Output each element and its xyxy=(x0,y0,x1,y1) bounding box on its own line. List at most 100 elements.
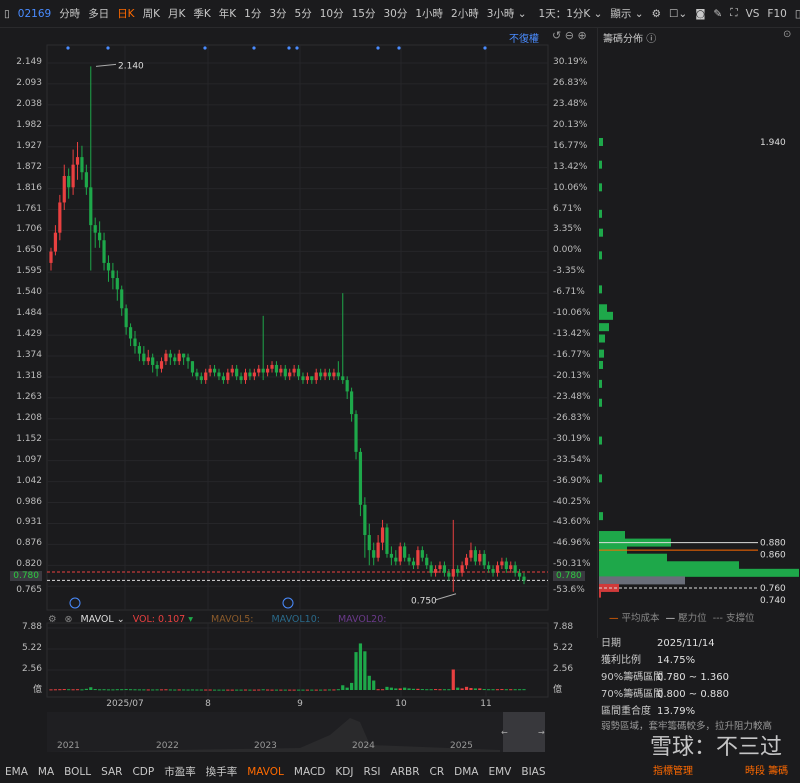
indicator-tab[interactable]: DMA xyxy=(454,765,479,778)
volume-bar xyxy=(451,669,455,690)
candle-body xyxy=(261,368,265,373)
indicator-tab[interactable]: MAVOL xyxy=(247,765,284,778)
panel-icon[interactable]: ◨ xyxy=(794,7,800,20)
period-tab[interactable]: 10分 xyxy=(319,8,344,20)
candle-body xyxy=(190,361,195,373)
candle-body xyxy=(305,376,309,381)
f10-button[interactable]: F10 xyxy=(767,7,787,20)
date-tick: 11 xyxy=(480,699,492,709)
volume-bar xyxy=(115,689,119,691)
indicator-tab[interactable]: 換手率 xyxy=(205,766,238,778)
indicator-tab[interactable]: KDJ xyxy=(335,765,354,778)
chip-bar xyxy=(599,137,603,146)
info-key: 區間重合度 xyxy=(601,706,651,717)
vs-button[interactable]: VS xyxy=(745,7,760,20)
camera-icon[interactable]: ◙ xyxy=(695,7,706,20)
period-tab[interactable]: 季K xyxy=(193,8,211,20)
candle-body xyxy=(98,232,102,241)
percent-tick: -23.48% xyxy=(553,391,591,402)
indicator-tab[interactable]: BOLL xyxy=(64,765,92,778)
kline-chart[interactable]: 2.140 0.750 ← → xyxy=(0,28,597,760)
indicator-tab[interactable]: RSI xyxy=(363,765,381,778)
volume-tick: 2.56 xyxy=(21,664,42,674)
volume-tick: 2.56 xyxy=(553,664,574,674)
period-tab[interactable]: 日K xyxy=(117,8,135,20)
info-row: 日期 2025/11/14 xyxy=(601,638,791,650)
period-tab[interactable]: 分時 xyxy=(59,8,81,20)
indicator-tab[interactable]: MA xyxy=(37,765,55,778)
settings-icon[interactable]: ⚙ xyxy=(651,7,661,20)
period-tab[interactable]: 15分 xyxy=(351,8,376,20)
zoom-out-icon[interactable]: ⊖ xyxy=(564,29,574,42)
settings-icon[interactable]: ⚙ xyxy=(48,614,57,625)
info-icon[interactable]: ⓘ xyxy=(646,34,657,45)
close-icon[interactable]: ⊗ xyxy=(64,614,73,625)
indicator-tab[interactable]: EMA xyxy=(5,765,28,778)
period-tab[interactable]: 5分 xyxy=(294,8,312,20)
candle-body xyxy=(478,553,482,562)
zoom-controls: ↺ ⊖ ⊕ xyxy=(552,29,587,42)
chip-top-label: 1.940 xyxy=(760,138,786,148)
candle-body xyxy=(270,364,274,369)
volume-bar xyxy=(310,689,314,691)
more-icon[interactable]: ⊙ xyxy=(783,29,792,40)
period-tab[interactable]: 1小時 xyxy=(415,8,444,20)
period-tab[interactable]: 多日 xyxy=(88,8,110,20)
indicator-tab[interactable]: SAR xyxy=(101,765,123,778)
sidebar-toggle-icon[interactable]: ▯ xyxy=(4,7,10,20)
volume-bar xyxy=(305,689,309,691)
indicator-manage-link[interactable]: 指標管理 xyxy=(653,766,693,777)
volume-bar xyxy=(164,689,168,691)
zoom-in-icon[interactable]: ⊕ xyxy=(577,29,587,42)
candle-body xyxy=(58,202,62,233)
toolbar: ▯ 02169 分時 多日 日K 周K 月K 季K 年K 1分 3分 5分 10分 15分 30分 1小時… xyxy=(0,0,800,28)
period-tab[interactable]: 1分 xyxy=(244,8,262,20)
candle-body xyxy=(425,557,429,566)
sub-period-select[interactable]: 1天：1分K ⌄ xyxy=(538,8,603,20)
indicator-tab[interactable]: CDP xyxy=(132,765,155,778)
vol-readout: VOL: 0.107 ▾ xyxy=(132,614,194,625)
candle-body xyxy=(159,361,164,369)
indicator-tab[interactable]: CR xyxy=(429,765,445,778)
period-tab[interactable]: 3小時 ⌄ xyxy=(486,8,527,20)
indicator-tab[interactable]: ARBR xyxy=(390,765,420,778)
candle-body xyxy=(394,557,398,562)
adjust-toggle[interactable]: 不復權 xyxy=(509,34,539,45)
candle-body xyxy=(106,262,111,271)
indicator-tab[interactable]: MACD xyxy=(293,765,326,778)
volume-bar xyxy=(482,689,486,691)
period-tab[interactable]: 年K xyxy=(218,8,237,20)
candle-body xyxy=(177,353,181,362)
volume-tick: 億 xyxy=(32,685,42,695)
period-tab[interactable]: 3分 xyxy=(269,8,287,20)
candle-body xyxy=(385,527,389,554)
display-select[interactable]: 顯示 ⌄ xyxy=(610,8,644,20)
reset-icon[interactable]: ↺ xyxy=(552,29,562,42)
period-tab[interactable]: 月K xyxy=(167,8,186,20)
period-tab[interactable]: 2小時 xyxy=(451,8,479,20)
indicator-tab[interactable]: 市盈率 xyxy=(164,766,196,778)
indicator-select[interactable]: MAVOL ⌄ xyxy=(80,614,125,625)
candle-body xyxy=(204,372,208,381)
volume-bar xyxy=(491,689,495,691)
period-chips-link[interactable]: 時段 籌碼 xyxy=(745,766,789,777)
legend-support: 支撐位 xyxy=(726,613,755,624)
volume-bar xyxy=(354,652,358,690)
high-pointer xyxy=(95,63,117,67)
indicator-tab[interactable]: EMV xyxy=(488,765,512,778)
period-tab[interactable]: 周K xyxy=(142,8,160,20)
candle-body xyxy=(407,557,411,562)
pencil-icon[interactable]: ✎ xyxy=(713,7,723,20)
candle-body xyxy=(345,380,349,392)
indicator-tab[interactable]: BIAS xyxy=(521,765,546,778)
candle-body xyxy=(332,372,336,377)
volume-bar xyxy=(442,689,447,691)
candle-body xyxy=(151,357,155,365)
fullscreen-icon[interactable]: ⛶ xyxy=(730,7,738,19)
price-tick: 1.429 xyxy=(16,329,42,340)
period-tab[interactable]: 30分 xyxy=(383,8,408,20)
legend-avg-cost: 平均成本 xyxy=(621,613,660,624)
price-tick: 2.149 xyxy=(16,57,42,67)
stock-code[interactable]: 02169 xyxy=(17,7,52,20)
layout-icon[interactable]: ☐⌄ xyxy=(668,7,688,20)
